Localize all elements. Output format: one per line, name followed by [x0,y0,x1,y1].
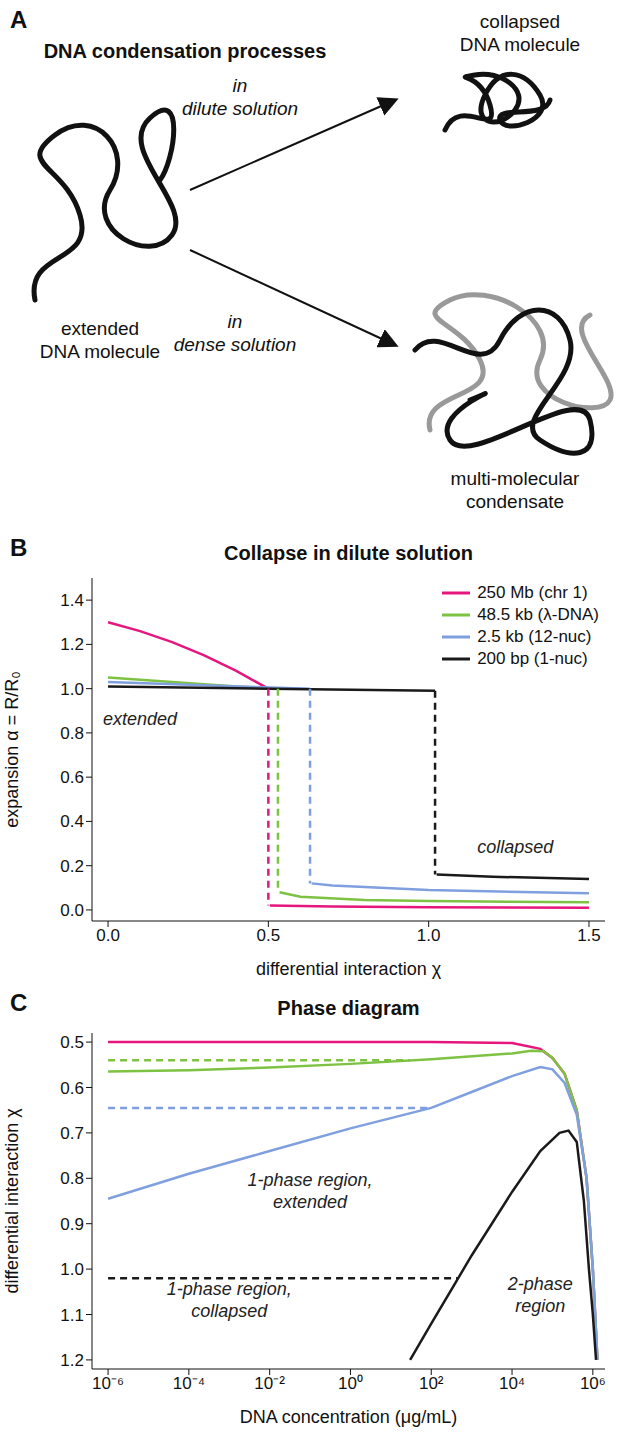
svg-text:differential interaction χ: differential interaction χ [256,959,442,979]
svg-text:extended: extended [103,708,178,728]
html-text:Collapse in dilute solution: Collapse in dilute solution [224,542,473,564]
svg-text:differential interaction χ: differential interaction χ [2,1108,22,1294]
svg-text:10⁻²: 10⁻² [254,1374,285,1393]
svg-text:0.8: 0.8 [60,724,84,743]
svg-text:expansion α = R/R₀: expansion α = R/R₀ [2,671,22,827]
svg-text:1.2: 1.2 [60,1351,84,1370]
svg-text:0.0: 0.0 [96,926,120,945]
svg-text:collapsed: collapsed [477,837,554,857]
svg-text:multi-molecularcondensate: multi-molecularcondensate [451,468,580,512]
svg-text:indilute solution: indilute solution [182,75,298,119]
svg-text:10⁻⁶: 10⁻⁶ [92,1374,124,1393]
svg-text:1.2: 1.2 [60,635,84,654]
svg-text:0.9: 0.9 [60,1215,84,1234]
svg-text:collapsedDNA molecule: collapsedDNA molecule [460,11,580,55]
html-text:48.5 kb (λ-DNA): 48.5 kb (λ-DNA) [477,605,599,624]
svg-text:10⁰: 10⁰ [338,1374,363,1393]
svg-text:indense solution: indense solution [174,311,297,355]
svg-text:10⁴: 10⁴ [499,1374,525,1393]
svg-text:A: A [10,6,27,33]
svg-text:1.0: 1.0 [60,1260,84,1279]
html-text:200 bp (1-nuc): 200 bp (1-nuc) [477,649,588,668]
svg-text:1.0: 1.0 [417,926,441,945]
svg-text:2-phaseregion: 2-phaseregion [507,1274,573,1316]
svg-text:1-phase region,extended: 1-phase region,extended [248,1170,373,1212]
html-text:250 Mb (chr 1): 250 Mb (chr 1) [477,583,588,602]
html-text:2.5 kb (12-nuc): 2.5 kb (12-nuc) [477,627,592,646]
svg-text:0.4: 0.4 [60,812,84,831]
html-text:B: B [10,534,28,561]
svg-text:0.2: 0.2 [60,857,84,876]
svg-text:DNA condensation processes: DNA condensation processes [44,40,327,62]
svg-text:DNA concentration (μg/mL): DNA concentration (μg/mL) [240,1407,457,1427]
svg-text:10⁻⁴: 10⁻⁴ [173,1374,205,1393]
svg-text:10⁶: 10⁶ [580,1374,606,1393]
svg-text:1.0: 1.0 [60,680,84,699]
svg-text:1.4: 1.4 [60,591,84,610]
svg-text:10²: 10² [419,1374,444,1393]
html-text:C: C [10,989,28,1016]
svg-text:0.5: 0.5 [257,926,281,945]
html-text:Phase diagram: Phase diagram [277,997,420,1019]
svg-text:0.7: 0.7 [60,1124,84,1143]
svg-text:0.6: 0.6 [60,768,84,787]
svg-text:1-phase region,collapsed: 1-phase region,collapsed [167,1279,292,1321]
svg-text:0.8: 0.8 [60,1169,84,1188]
svg-text:0.5: 0.5 [60,1033,84,1052]
svg-text:1.5: 1.5 [577,926,601,945]
svg-text:1.1: 1.1 [60,1306,84,1325]
svg-text:0.0: 0.0 [60,901,84,920]
svg-text:extendedDNA molecule: extendedDNA molecule [40,318,160,362]
svg-text:0.6: 0.6 [60,1079,84,1098]
